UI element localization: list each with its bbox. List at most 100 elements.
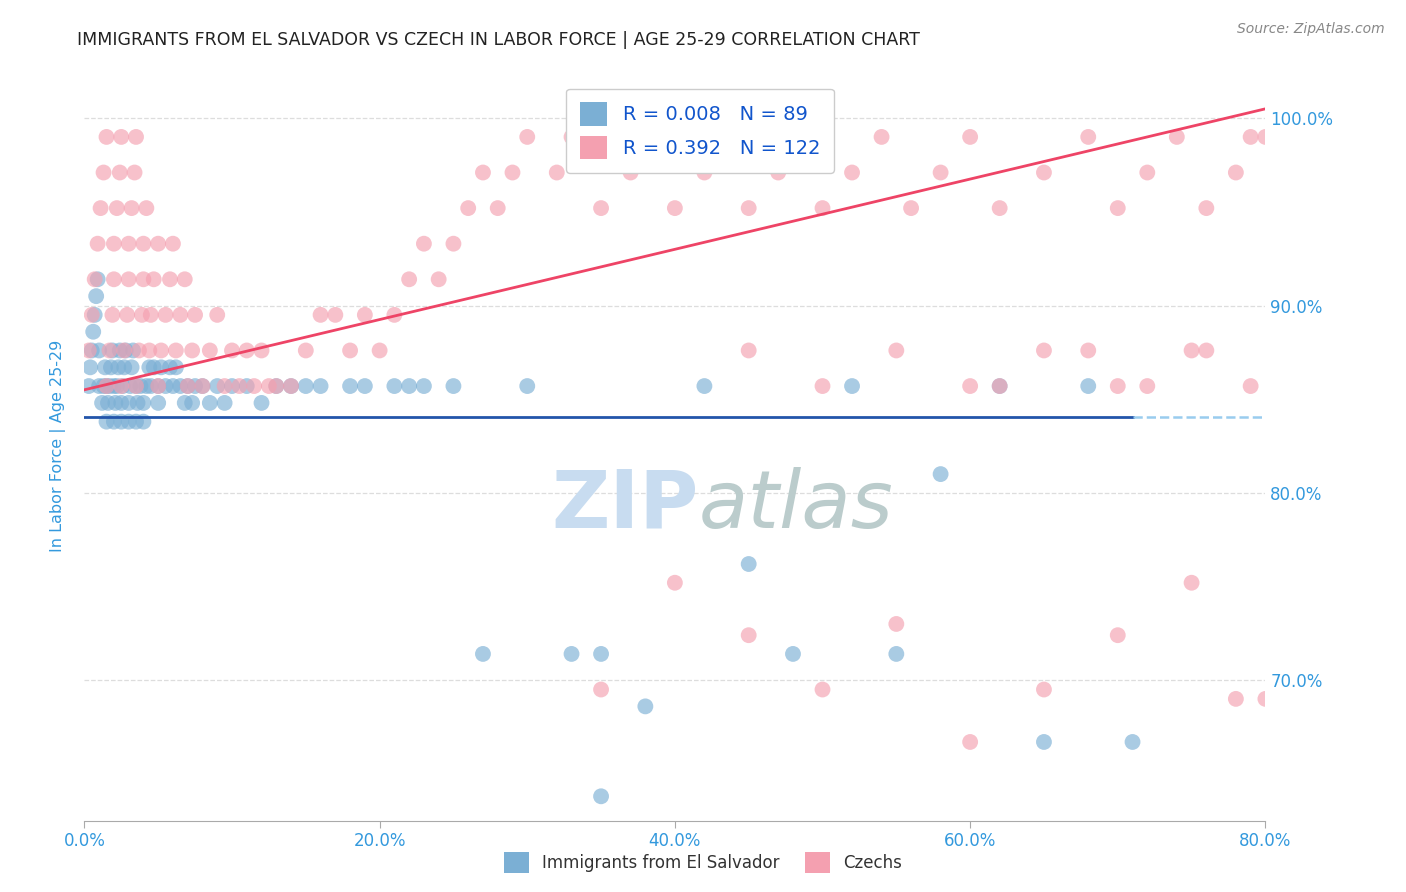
Point <box>96 379 118 393</box>
Point <box>228 379 250 393</box>
Point <box>886 647 908 661</box>
Point <box>591 647 613 661</box>
Point <box>1225 692 1247 706</box>
Point <box>129 379 152 393</box>
Point <box>214 396 236 410</box>
Point <box>782 647 804 661</box>
Point <box>191 379 214 393</box>
Point <box>443 236 465 251</box>
Point <box>83 308 105 322</box>
Point <box>87 379 111 393</box>
Point <box>768 165 790 179</box>
Point <box>236 379 259 393</box>
Point <box>162 236 184 251</box>
Point <box>1166 130 1188 145</box>
Point <box>94 360 117 375</box>
Point <box>591 682 613 697</box>
Point <box>159 272 181 286</box>
Point <box>132 272 155 286</box>
Point <box>546 165 568 179</box>
Point <box>1136 165 1159 179</box>
Point <box>811 379 834 393</box>
Point <box>1254 130 1277 145</box>
Point <box>693 165 716 179</box>
Point <box>198 343 221 358</box>
Point <box>165 343 187 358</box>
Point <box>110 379 132 393</box>
Point <box>1077 343 1099 358</box>
Point <box>959 379 981 393</box>
Point <box>693 379 716 393</box>
Point <box>427 272 450 286</box>
Point <box>148 396 170 410</box>
Point <box>107 360 129 375</box>
Point <box>80 343 103 358</box>
Point <box>79 360 101 375</box>
Point <box>620 165 643 179</box>
Point <box>782 130 804 145</box>
Point <box>591 201 613 215</box>
Point <box>181 396 204 410</box>
Point <box>121 201 143 215</box>
Point <box>1122 735 1144 749</box>
Point <box>1240 130 1263 145</box>
Point <box>118 236 141 251</box>
Point <box>1033 735 1056 749</box>
Point <box>169 308 191 322</box>
Point <box>250 343 273 358</box>
Point <box>80 308 103 322</box>
Point <box>1195 201 1218 215</box>
Point <box>1181 343 1204 358</box>
Point <box>112 360 135 375</box>
Point <box>77 343 100 358</box>
Point <box>280 379 302 393</box>
Point <box>96 415 118 429</box>
Point <box>98 379 121 393</box>
Point <box>122 343 145 358</box>
Point <box>115 308 138 322</box>
Point <box>105 379 128 393</box>
Point <box>413 379 436 393</box>
Point <box>382 379 406 393</box>
Point <box>886 343 908 358</box>
Point <box>150 343 173 358</box>
Point <box>103 236 125 251</box>
Point <box>148 236 170 251</box>
Point <box>108 343 131 358</box>
Point <box>159 360 181 375</box>
Legend: R = 0.008   N = 89, R = 0.392   N = 122: R = 0.008 N = 89, R = 0.392 N = 122 <box>567 88 834 173</box>
Point <box>295 379 318 393</box>
Y-axis label: In Labor Force | Age 25-29: In Labor Force | Age 25-29 <box>49 340 66 552</box>
Point <box>591 789 613 804</box>
Point <box>91 396 114 410</box>
Point <box>118 415 141 429</box>
Point <box>988 379 1011 393</box>
Point <box>155 308 177 322</box>
Point <box>841 165 863 179</box>
Point <box>121 360 143 375</box>
Point <box>162 379 184 393</box>
Point <box>1181 575 1204 590</box>
Point <box>165 360 187 375</box>
Point <box>110 396 132 410</box>
Point <box>135 201 157 215</box>
Point <box>105 201 128 215</box>
Point <box>988 201 1011 215</box>
Point <box>132 396 155 410</box>
Point <box>155 379 177 393</box>
Point <box>634 699 657 714</box>
Point <box>236 343 259 358</box>
Point <box>339 343 361 358</box>
Point <box>443 379 465 393</box>
Point <box>398 379 420 393</box>
Text: Source: ZipAtlas.com: Source: ZipAtlas.com <box>1237 22 1385 37</box>
Point <box>368 343 391 358</box>
Point <box>96 379 118 393</box>
Point <box>1077 379 1099 393</box>
Point <box>98 343 121 358</box>
Point <box>870 130 893 145</box>
Point <box>709 130 731 145</box>
Point <box>1225 165 1247 179</box>
Point <box>929 165 952 179</box>
Point <box>90 201 112 215</box>
